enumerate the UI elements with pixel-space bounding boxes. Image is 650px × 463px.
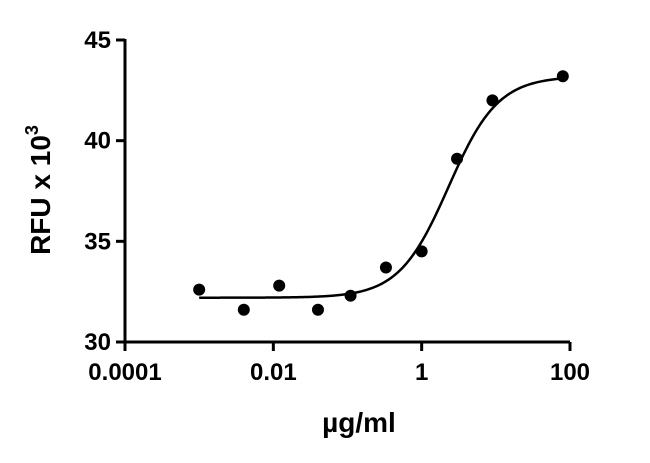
y-tick-label: 45 (84, 27, 111, 54)
x-axis-title: µg/ml (322, 407, 396, 438)
x-tick-label: 100 (550, 359, 590, 386)
data-points-layer (193, 70, 569, 316)
x-tick-label: 0.01 (250, 359, 297, 386)
y-tick-label: 35 (84, 228, 111, 255)
data-point (237, 303, 250, 316)
data-point (311, 303, 324, 316)
axis-labels: µg/ml RFU x 103 (22, 125, 396, 438)
data-point (451, 152, 464, 165)
data-point (556, 70, 569, 83)
x-tick-label: 0.0001 (88, 359, 161, 386)
data-point (344, 289, 357, 302)
y-tick-label: 30 (84, 329, 111, 356)
y-axis-title-main: RFU x 10 (25, 135, 56, 255)
y-tick-label: 40 (84, 128, 111, 155)
axes: 30 35 40 45 0.0001 0.01 1 100 (84, 27, 590, 386)
data-point (193, 283, 206, 296)
data-point (415, 245, 428, 258)
y-axis-title-superscript: 3 (22, 125, 42, 135)
y-axis-title: RFU x 103 (22, 125, 56, 255)
data-point (486, 94, 499, 107)
data-point (379, 261, 392, 274)
data-point (273, 279, 286, 292)
fit-curve (199, 77, 563, 299)
x-tick-label: 1 (415, 359, 428, 386)
fit-curve-layer (199, 77, 563, 299)
